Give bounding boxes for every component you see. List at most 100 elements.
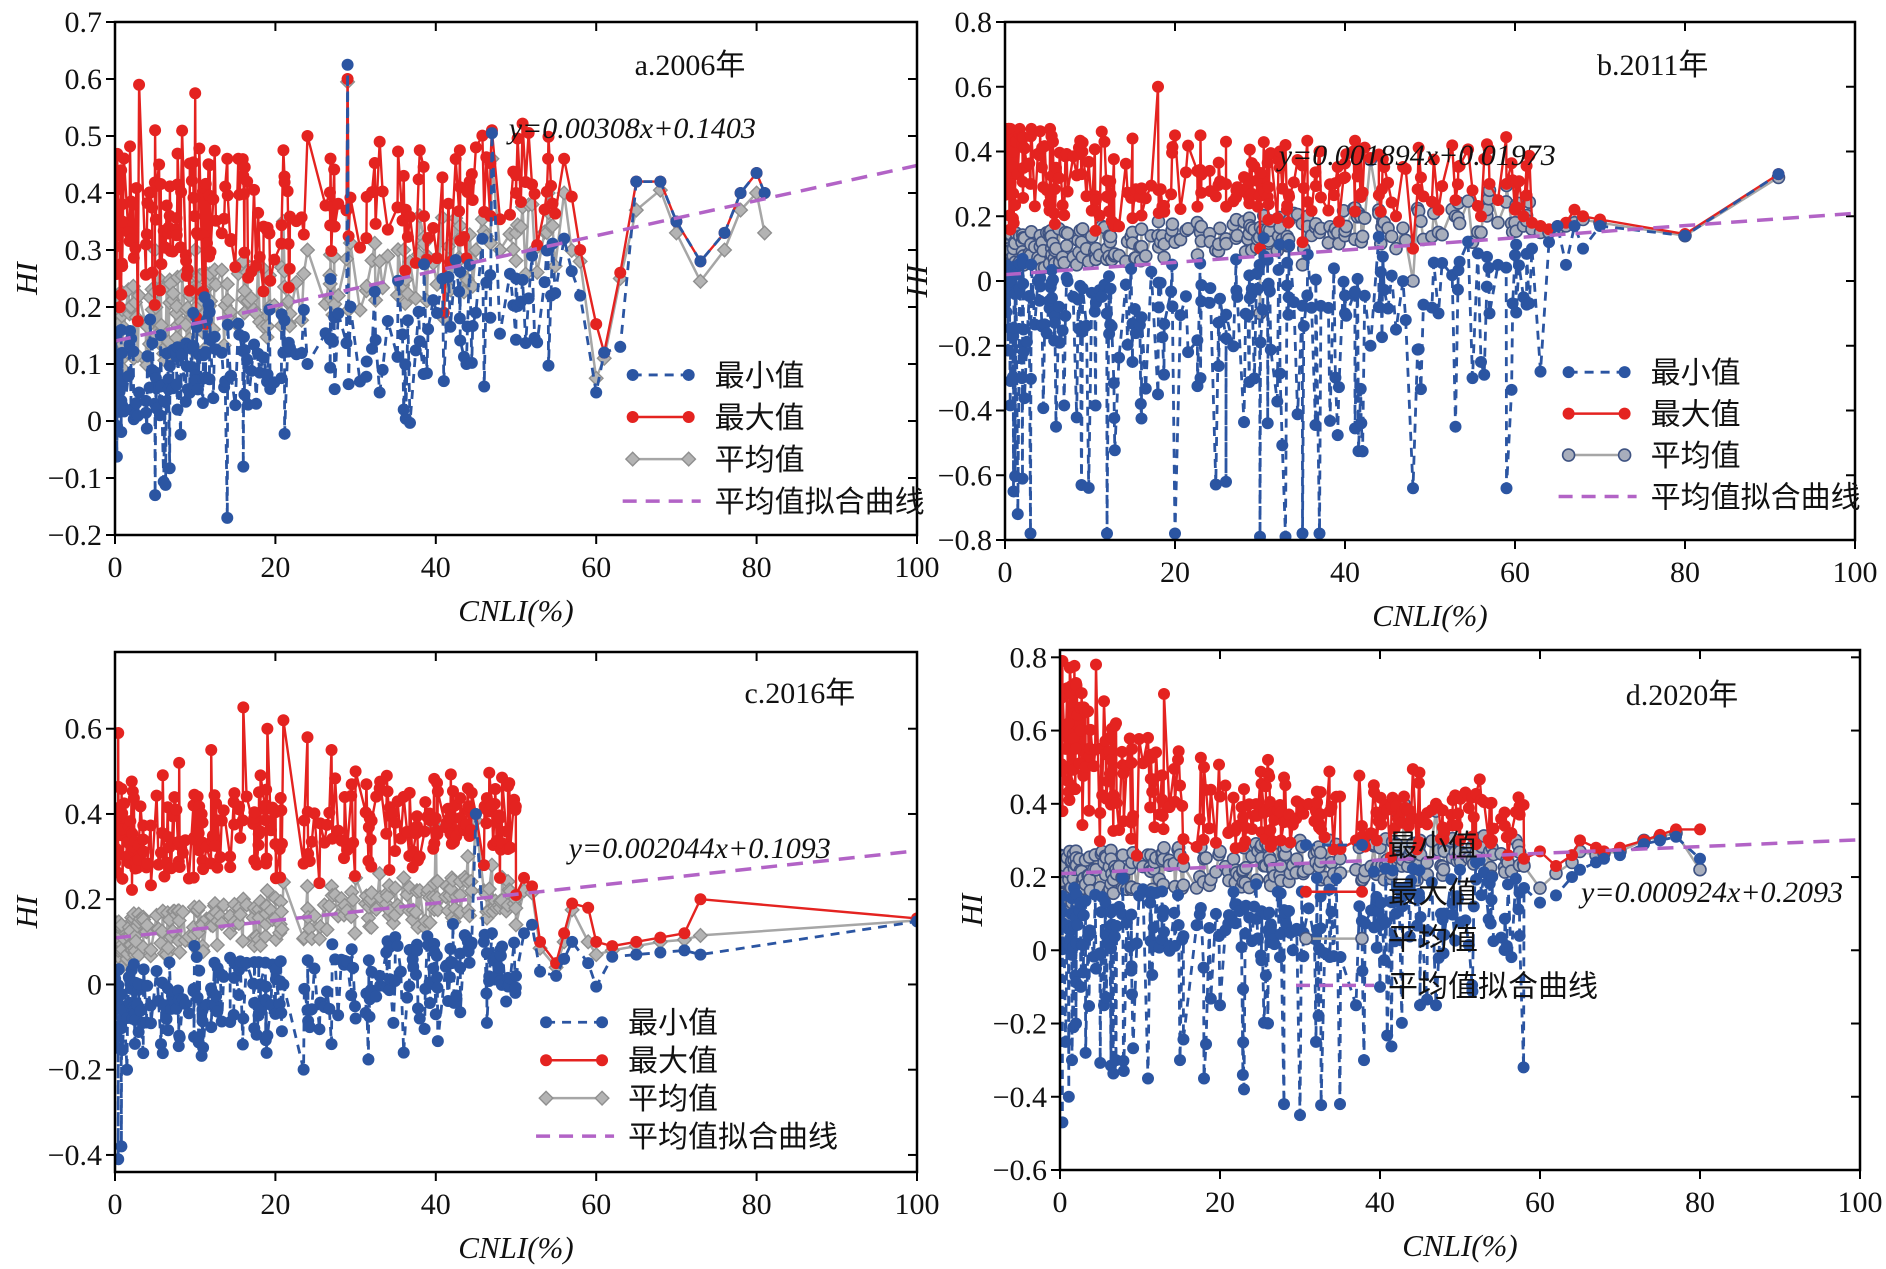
y-tick-label: −0.6: [993, 1154, 1047, 1187]
data-point-max: [1104, 175, 1117, 188]
data-point-max: [558, 152, 571, 165]
data-point-min: [1475, 889, 1488, 902]
data-point-min: [303, 1021, 316, 1034]
data-point-max: [281, 185, 294, 198]
legend-label-mean: 平均值: [1651, 440, 1741, 473]
data-point-max: [1353, 769, 1366, 782]
data-point-max: [1520, 189, 1533, 202]
x-tick-label: 0: [1053, 1186, 1068, 1219]
data-point-max: [1254, 167, 1267, 180]
series-group: [115, 701, 917, 1166]
data-point-max: [1098, 135, 1111, 148]
data-point-max: [509, 800, 522, 813]
data-point-min: [141, 979, 154, 992]
data-point-min: [1375, 896, 1388, 909]
data-point-min: [531, 336, 544, 349]
data-point-max: [1399, 162, 1412, 175]
data-point-max: [1046, 135, 1059, 148]
data-point-max: [324, 152, 337, 165]
data-point-max: [413, 144, 426, 157]
data-point-max: [173, 756, 186, 769]
data-point-max: [1482, 142, 1495, 155]
data-point-min: [115, 450, 123, 463]
data-point-min: [1297, 319, 1310, 332]
data-point-min: [232, 989, 245, 1002]
y-tick-label: −0.2: [993, 1008, 1047, 1041]
data-point-min: [1510, 238, 1523, 251]
data-point-max: [403, 786, 416, 799]
data-point-max: [1061, 185, 1074, 198]
data-point-min: [1286, 944, 1299, 957]
data-point-min: [401, 991, 414, 1004]
data-point-min: [1471, 247, 1484, 260]
data-point-max: [115, 164, 128, 177]
data-point-min: [1127, 1042, 1140, 1055]
data-point-min: [370, 990, 383, 1003]
data-point-min: [446, 917, 459, 930]
data-point-min: [116, 346, 129, 359]
data-point-max: [1119, 157, 1132, 170]
data-point-min: [1168, 906, 1181, 919]
data-point-min: [1101, 527, 1113, 540]
data-point-mean: [1435, 227, 1449, 242]
data-point-max: [124, 140, 137, 153]
data-point-max: [1083, 804, 1096, 817]
data-point-min: [1082, 481, 1095, 494]
data-point-min: [413, 335, 426, 348]
legend-item-min: 最小值: [1562, 357, 1741, 390]
data-point-min: [237, 330, 250, 343]
data-point-mean: [422, 914, 438, 931]
data-point-max: [526, 178, 539, 191]
legend-label-fit: 平均值拟合曲线: [628, 1121, 838, 1154]
data-point-min: [207, 392, 220, 405]
data-point-min: [1375, 331, 1388, 344]
data-point-min: [277, 978, 290, 991]
data-point-max: [566, 897, 579, 910]
data-point-min: [418, 1022, 431, 1035]
data-point-min: [260, 1046, 273, 1059]
legend-marker: [1300, 885, 1312, 898]
data-point-max: [146, 201, 159, 214]
data-point-min: [465, 356, 478, 369]
data-point-mean: [171, 944, 188, 960]
data-point-min: [250, 397, 263, 410]
data-point-min: [1654, 834, 1666, 847]
data-point-min: [550, 969, 563, 982]
data-point-max: [1370, 834, 1383, 847]
data-point-max: [1090, 658, 1102, 671]
data-point-max: [1076, 818, 1089, 831]
x-tick-label: 100: [895, 1188, 940, 1221]
data-point-min: [203, 373, 216, 386]
data-point-max: [422, 231, 435, 244]
data-point-max: [1454, 834, 1466, 847]
data-point-max: [1332, 215, 1345, 228]
data-point-min: [1356, 445, 1369, 458]
data-point-max: [1103, 767, 1116, 780]
data-point-max: [1534, 845, 1546, 858]
legend-marker: [1617, 448, 1632, 462]
data-point-max: [1305, 204, 1318, 217]
data-point-min: [1506, 297, 1519, 310]
data-point-max: [203, 159, 216, 172]
data-point-min: [345, 943, 358, 956]
data-point-min: [116, 1043, 129, 1056]
data-point-min: [190, 951, 203, 964]
data-point-max: [1103, 205, 1116, 218]
data-point-max: [156, 769, 169, 782]
data-point-min: [362, 1053, 375, 1066]
data-point-max: [1127, 809, 1140, 822]
data-point-mean: [363, 919, 380, 936]
data-point-max: [1279, 139, 1292, 152]
data-point-min: [1263, 285, 1276, 298]
data-point-min: [1364, 339, 1377, 352]
data-point-max: [214, 851, 227, 864]
data-point-max: [1264, 824, 1277, 837]
legend-marker: [538, 1090, 554, 1106]
data-point-max: [1425, 195, 1438, 208]
data-point-max: [1259, 780, 1272, 793]
data-point-min: [373, 969, 386, 982]
data-point-min: [409, 344, 422, 357]
data-point-max: [1082, 705, 1095, 718]
data-point-min: [1046, 273, 1059, 286]
panel-title: c.2016年: [744, 677, 855, 710]
